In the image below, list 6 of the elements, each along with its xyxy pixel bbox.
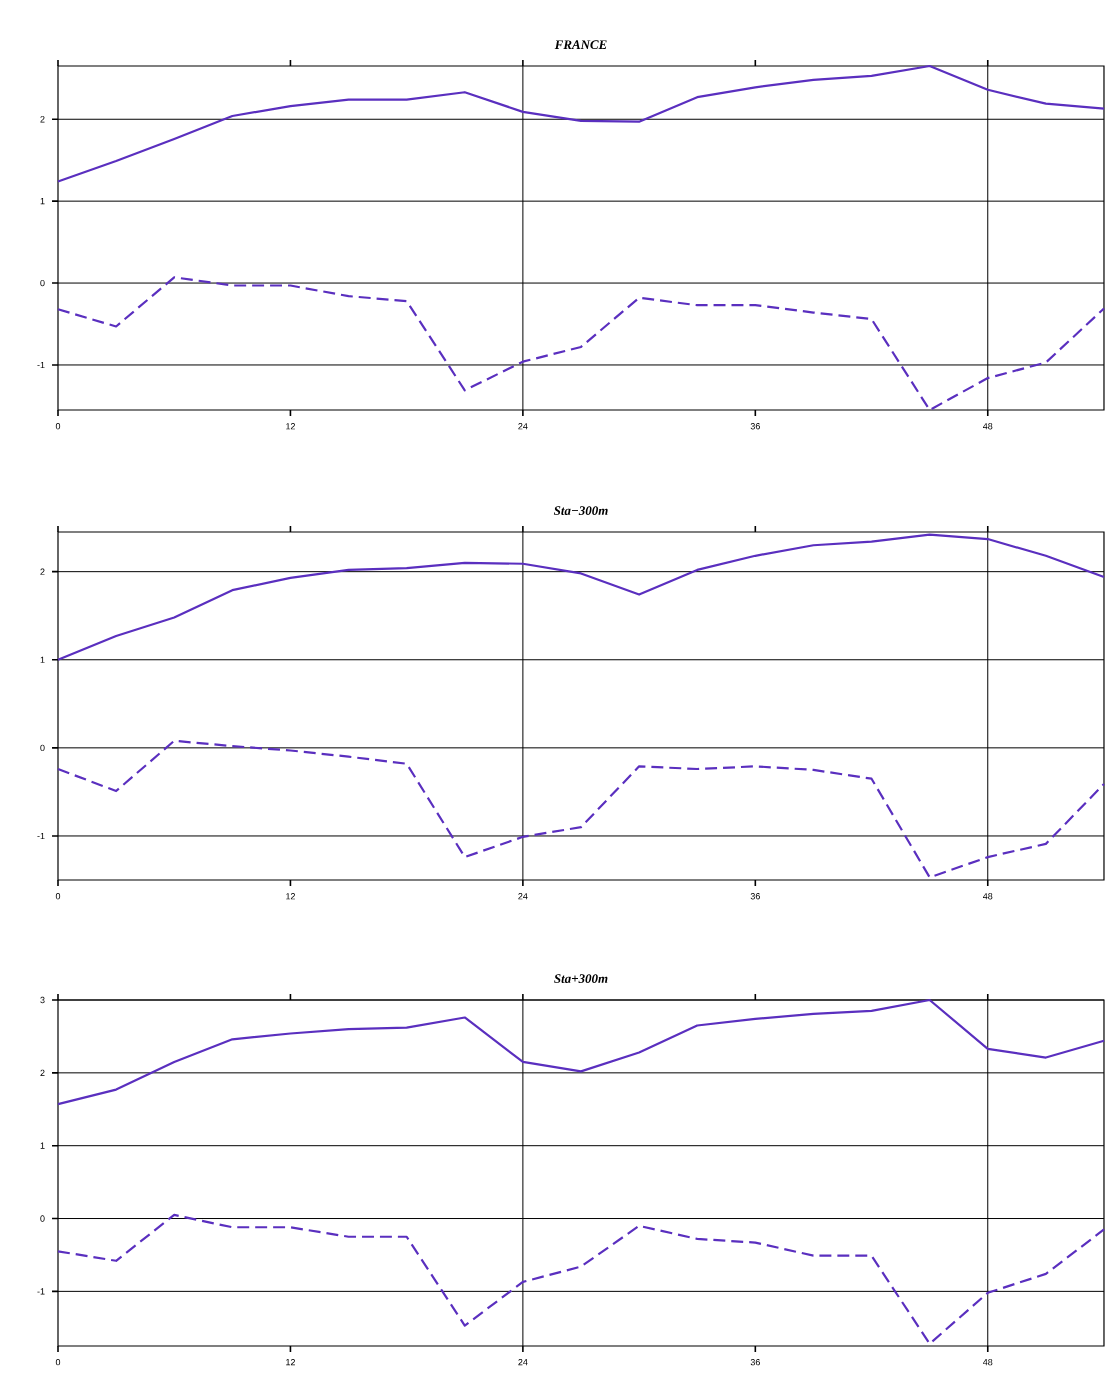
line-series [57,64,1106,183]
line-series [57,276,1106,412]
line-series [57,998,1106,1106]
line-series [57,739,1106,879]
line-series [57,533,1106,661]
line-series [57,1213,1106,1345]
